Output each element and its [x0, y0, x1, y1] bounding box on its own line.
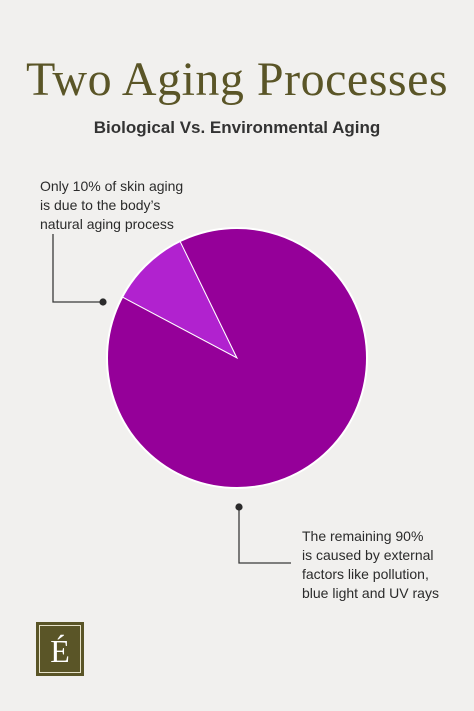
page-title: Two Aging Processes [25, 53, 449, 106]
leader-line-environmental [238, 507, 291, 564]
annotation-biological: Only 10% of skin aging is due to the bod… [40, 177, 183, 234]
annotation-line: is due to the body’s [40, 197, 161, 213]
leader-dot-biological [99, 298, 107, 306]
annotation-line: is caused by external [302, 547, 434, 563]
pie-rim [106, 227, 368, 489]
annotation-environmental: The remaining 90% is caused by external … [302, 527, 439, 603]
logo-frame [39, 625, 81, 673]
annotation-line: The remaining 90% [302, 528, 424, 544]
letter-e-acute-logo: É [50, 632, 70, 669]
page-subtitle: Biological Vs. Environmental Aging [93, 118, 381, 137]
leader-dot-environmental [235, 503, 243, 511]
annotation-line: Only 10% of skin aging [40, 178, 184, 194]
pie-slices [106, 227, 368, 489]
leader-line-biological [52, 234, 103, 303]
brand-logo: É [36, 622, 84, 676]
annotation-line: blue light and UV rays [302, 585, 439, 601]
annotation-line: natural aging process [40, 216, 174, 232]
annotation-line: factors like pollution, [302, 566, 429, 582]
